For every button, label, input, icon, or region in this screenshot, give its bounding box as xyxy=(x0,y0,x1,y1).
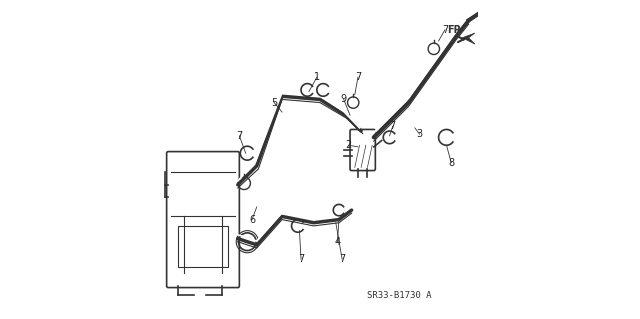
Text: 1: 1 xyxy=(314,72,320,82)
Text: 7: 7 xyxy=(390,121,396,131)
Text: 7: 7 xyxy=(236,131,243,141)
FancyBboxPatch shape xyxy=(350,130,375,171)
Text: 2: 2 xyxy=(346,140,351,150)
Text: 7: 7 xyxy=(355,72,361,82)
Text: 5: 5 xyxy=(271,98,277,108)
Text: 7: 7 xyxy=(442,25,448,35)
FancyBboxPatch shape xyxy=(166,152,239,287)
PathPatch shape xyxy=(462,33,475,44)
Text: SR33-B1730 A: SR33-B1730 A xyxy=(367,291,431,300)
Text: 6: 6 xyxy=(249,215,255,225)
Text: 9: 9 xyxy=(340,94,347,104)
Text: FR: FR xyxy=(447,25,461,35)
Text: 8: 8 xyxy=(448,158,454,168)
Text: 3: 3 xyxy=(417,129,422,139)
Text: 7: 7 xyxy=(298,254,304,264)
Text: 7: 7 xyxy=(339,254,345,264)
Bar xyxy=(178,226,228,267)
Text: 4: 4 xyxy=(334,237,340,247)
